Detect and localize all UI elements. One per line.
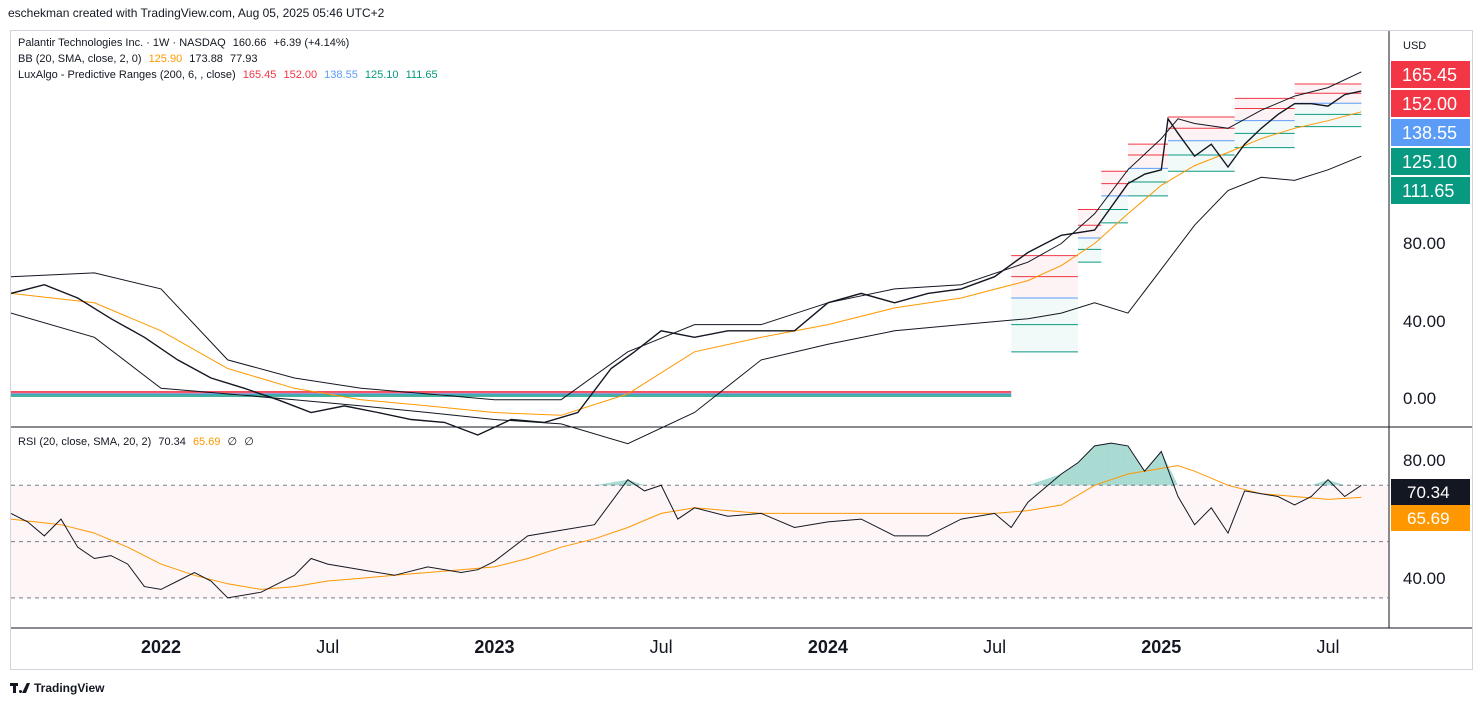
- pr-resistance-zone: [1234, 98, 1295, 121]
- price-line: [11, 90, 1362, 436]
- chart-frame: USD 80.00 40.00 0.00 80.00 40.00 165.45 152.00 1…: [10, 30, 1473, 670]
- pr-legend-avg: 138.55: [324, 69, 358, 81]
- bb-legend-basis: 125.90: [148, 53, 183, 65]
- rsi-legend-ma: 65.69: [192, 436, 221, 448]
- bb-lower-line: [11, 155, 1362, 445]
- time-axis-label[interactable]: Jul: [650, 637, 673, 657]
- rsi-legend-value: 70.34: [158, 436, 186, 448]
- pr-legend-r1: 152.00: [283, 69, 318, 81]
- pr-legend: LuxAlgo - Predictive Ranges (200, 6, , c…: [18, 67, 442, 83]
- pr-legend-r2: 165.45: [242, 69, 277, 81]
- rsi-axis-label: 40.00: [1403, 569, 1446, 588]
- rsi-overbought-fill: [1127, 445, 1145, 486]
- price-legend: Palantir Technologies Inc. · 1W · NASDAQ…: [18, 35, 353, 51]
- rsi-overbought-fill: [1111, 443, 1128, 486]
- price-badge-label: 125.10: [1402, 152, 1457, 172]
- legend-symbol[interactable]: Palantir Technologies Inc. · 1W · NASDAQ: [18, 37, 226, 49]
- footer-brand[interactable]: TradingView: [10, 681, 104, 695]
- price-axis-label: 40.00: [1403, 312, 1446, 331]
- rsi-legend: RSI (20, close, SMA, 20, 2) 70.34 65.69 …: [18, 434, 258, 450]
- rsi-overbought-fill: [1027, 474, 1062, 486]
- pr-resistance-zone: [1077, 209, 1102, 238]
- rsi-overbought-fill: [1061, 462, 1078, 486]
- time-axis-label[interactable]: Jul: [316, 637, 339, 657]
- price-badge-label: 138.55: [1402, 123, 1457, 143]
- time-axis-label[interactable]: 2024: [808, 637, 848, 657]
- rsi-badge-label: 70.34: [1407, 483, 1450, 502]
- rsi-overbought-fill: [1161, 451, 1178, 486]
- rsi-ma-line: [11, 465, 1362, 590]
- currency-label: USD: [1403, 40, 1426, 52]
- rsi-legend-ext1: ∅: [227, 436, 238, 448]
- time-axis-label[interactable]: Jul: [983, 637, 1006, 657]
- time-axis-label[interactable]: 2025: [1141, 637, 1181, 657]
- bb-legend-lower: 77.93: [230, 53, 258, 65]
- chart-credit: eschekman created with TradingView.com, …: [8, 6, 385, 20]
- tradingview-logo-icon: [10, 682, 30, 694]
- price-axis-label: 80.00: [1403, 234, 1446, 253]
- price-badge: [1391, 119, 1470, 146]
- pr-support-zone: [1077, 237, 1102, 263]
- price-badge: [1391, 148, 1470, 175]
- price-badge: [1391, 177, 1470, 204]
- pr-legend-s1: 125.10: [364, 69, 399, 81]
- price-badge-label: 111.65: [1402, 181, 1454, 201]
- chart-svg[interactable]: USD 80.00 40.00 0.00 80.00 40.00 165.45 152.00 1…: [11, 31, 1472, 669]
- pr-support-zone: [1167, 140, 1235, 172]
- rsi-badge: [1391, 479, 1470, 505]
- rsi-badge: [1391, 505, 1470, 531]
- price-badge: [1391, 61, 1470, 88]
- price-axis-label: 0.00: [1403, 389, 1436, 408]
- time-axis-label[interactable]: Jul: [1316, 637, 1339, 657]
- rsi-overbought-fill: [1144, 451, 1162, 486]
- rsi-axis-label: 80.00: [1403, 451, 1446, 470]
- bb-basis-line: [11, 111, 1362, 416]
- bb-legend: BB (20, SMA, close, 2, 0) 125.90 173.88 …: [18, 51, 262, 67]
- price-badge: [1391, 90, 1470, 117]
- rsi-badge-label: 65.69: [1407, 509, 1450, 528]
- rsi-overbought-fill: [1077, 445, 1095, 486]
- rsi-overbought-fill: [594, 479, 628, 486]
- rsi-legend-ext2: ∅: [244, 436, 254, 448]
- time-axis-label[interactable]: 2023: [474, 637, 514, 657]
- rsi-overbought-fill: [1094, 443, 1112, 486]
- pr-resistance-zone: [1167, 117, 1235, 141]
- pr-legend-s2: 111.65: [405, 69, 438, 81]
- legend-close: 160.66: [232, 37, 267, 49]
- rsi-line: [11, 442, 1362, 599]
- bb-legend-upper: 173.88: [189, 53, 223, 65]
- time-axis-label[interactable]: 2022: [141, 637, 181, 657]
- pr-resistance-zone: [1127, 144, 1168, 169]
- rsi-overbought-fill: [627, 479, 645, 486]
- rsi-legend-label[interactable]: RSI (20, close, SMA, 20, 2): [18, 436, 152, 448]
- bb-legend-label[interactable]: BB (20, SMA, close, 2, 0): [18, 53, 142, 65]
- bb-upper-line: [11, 71, 1362, 401]
- legend-change: +6.39 (+4.14%): [273, 37, 350, 49]
- pr-legend-label[interactable]: LuxAlgo - Predictive Ranges (200, 6, , c…: [18, 69, 236, 81]
- price-badge-label: 165.45: [1402, 65, 1457, 85]
- price-badge-label: 152.00: [1402, 94, 1457, 114]
- footer-brand-label: TradingView: [34, 681, 105, 695]
- pr-support-zone: [1294, 103, 1362, 127]
